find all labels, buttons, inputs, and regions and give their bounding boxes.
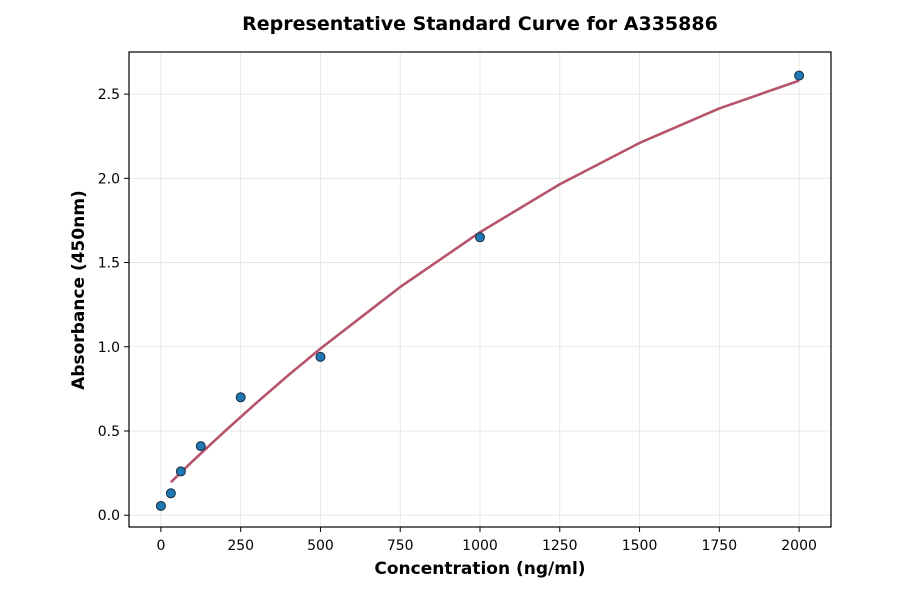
y-tick-label: 1.5 bbox=[98, 256, 120, 272]
chart-title: Representative Standard Curve for A33588… bbox=[242, 13, 718, 35]
x-tick-label: 1000 bbox=[462, 538, 498, 554]
x-tick-label: 1250 bbox=[542, 538, 578, 554]
x-axis-label: Concentration (ng/ml) bbox=[374, 559, 585, 579]
x-tick-label: 250 bbox=[227, 538, 254, 554]
grid bbox=[129, 52, 831, 527]
x-tick-label: 1500 bbox=[622, 538, 658, 554]
data-point bbox=[475, 232, 485, 243]
data-point bbox=[155, 500, 166, 511]
x-axis-ticks: 0 250 500 750 1000 1250 1500 1750 2000 bbox=[156, 527, 817, 554]
fit-curve-line bbox=[169, 79, 800, 484]
data-points bbox=[155, 70, 805, 511]
data-point bbox=[175, 466, 186, 477]
x-tick-label: 500 bbox=[307, 538, 334, 554]
data-point bbox=[235, 392, 246, 403]
y-axis-ticks: 0.0 0.5 1.0 1.5 2.0 2.5 bbox=[98, 87, 129, 524]
y-tick-label: 2.0 bbox=[98, 171, 120, 187]
x-tick-label: 2000 bbox=[781, 538, 817, 554]
y-tick-label: 0.5 bbox=[98, 424, 120, 440]
x-tick-label: 750 bbox=[387, 538, 414, 554]
data-point bbox=[794, 70, 805, 81]
y-axis-label: Absorbance (450nm) bbox=[69, 190, 89, 390]
y-tick-label: 0.0 bbox=[98, 508, 120, 524]
x-tick-label: 0 bbox=[156, 538, 165, 554]
y-tick-label: 2.5 bbox=[98, 87, 120, 103]
x-tick-label: 1750 bbox=[701, 538, 737, 554]
fit-curve-group bbox=[169, 79, 800, 484]
y-tick-label: 1.0 bbox=[98, 340, 120, 356]
data-point bbox=[195, 441, 206, 452]
data-point bbox=[165, 488, 176, 499]
data-point bbox=[315, 351, 326, 362]
